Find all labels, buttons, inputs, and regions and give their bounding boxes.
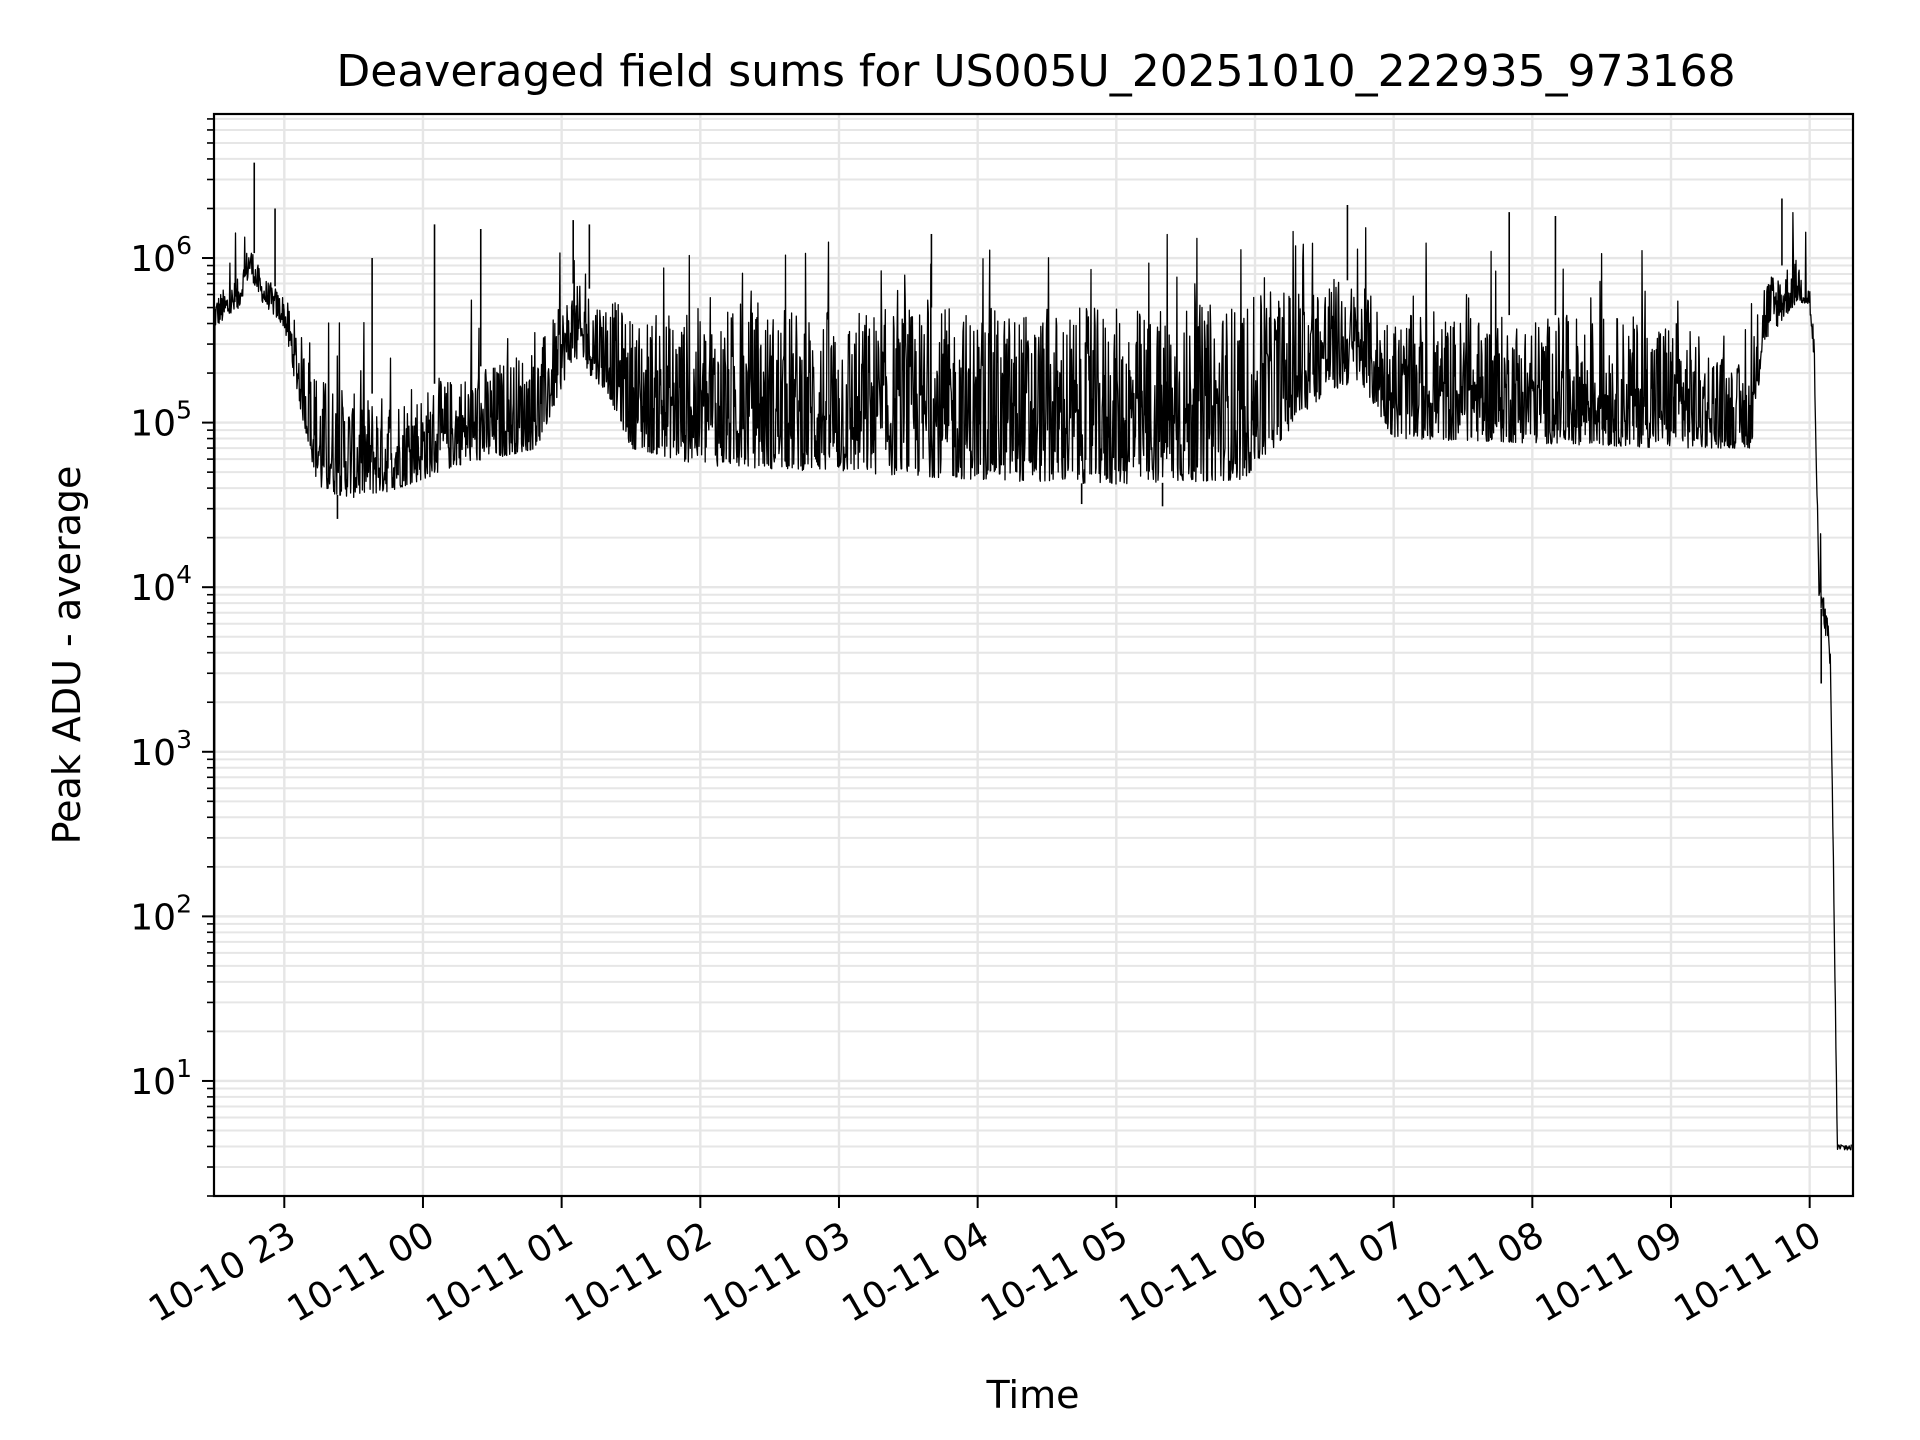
y-tick-label: 104 [130, 560, 192, 609]
y-tick-label: 106 [130, 231, 192, 280]
y-tick-label: 101 [130, 1054, 192, 1103]
plot-frame [212, 112, 1855, 1198]
y-axis-label: Peak ADU - average [45, 466, 89, 845]
y-axis: 101 102 103 104 105 106 [130, 118, 214, 1197]
series-line [213, 211, 1852, 1151]
y-tick-label: 102 [130, 889, 192, 938]
chart-title: Deaveraged field sums for US005U_2025101… [336, 46, 1735, 97]
y-tick-label: 105 [130, 396, 192, 445]
grid [214, 114, 1853, 1197]
x-axis-label: Time [986, 1373, 1080, 1417]
y-tick-label: 103 [130, 725, 192, 774]
series [213, 162, 1852, 1151]
